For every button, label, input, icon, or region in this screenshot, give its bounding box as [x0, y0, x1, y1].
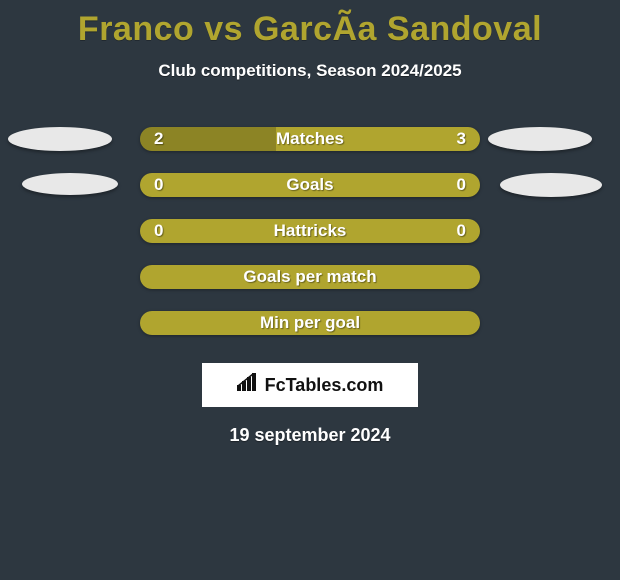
brand-text: FcTables.com	[265, 375, 384, 395]
stat-right-value: 3	[457, 127, 466, 151]
stat-row: Min per goal	[0, 299, 620, 345]
stat-bar: Min per goal	[140, 311, 480, 335]
stat-row: Goals per match	[0, 253, 620, 299]
stat-row: 0Goals0	[0, 161, 620, 207]
subtitle: Club competitions, Season 2024/2025	[0, 61, 620, 81]
stat-right-value: 0	[457, 173, 466, 197]
stat-label: Goals	[140, 173, 480, 197]
stat-label: Goals per match	[140, 265, 480, 289]
bars-icon	[237, 363, 259, 407]
stat-label: Matches	[140, 127, 480, 151]
stat-label: Hattricks	[140, 219, 480, 243]
stat-bar: Goals per match	[140, 265, 480, 289]
stat-row: 2Matches3	[0, 115, 620, 161]
stat-row: 0Hattricks0	[0, 207, 620, 253]
footer-date: 19 september 2024	[0, 425, 620, 446]
player-left-marker	[8, 127, 112, 151]
comparison-card: Franco vs GarcÃ­a Sandoval Club competit…	[0, 0, 620, 580]
player-right-marker	[488, 127, 592, 151]
stat-right-value: 0	[457, 219, 466, 243]
stat-rows: 2Matches30Goals00Hattricks0Goals per mat…	[0, 115, 620, 345]
player-left-marker	[22, 173, 118, 195]
stat-bar: 0Goals0	[140, 173, 480, 197]
brand-badge: FcTables.com	[202, 363, 418, 407]
stat-bar: 2Matches3	[140, 127, 480, 151]
stat-bar: 0Hattricks0	[140, 219, 480, 243]
page-title: Franco vs GarcÃ­a Sandoval	[0, 0, 620, 49]
stat-label: Min per goal	[140, 311, 480, 335]
player-right-marker	[500, 173, 602, 197]
